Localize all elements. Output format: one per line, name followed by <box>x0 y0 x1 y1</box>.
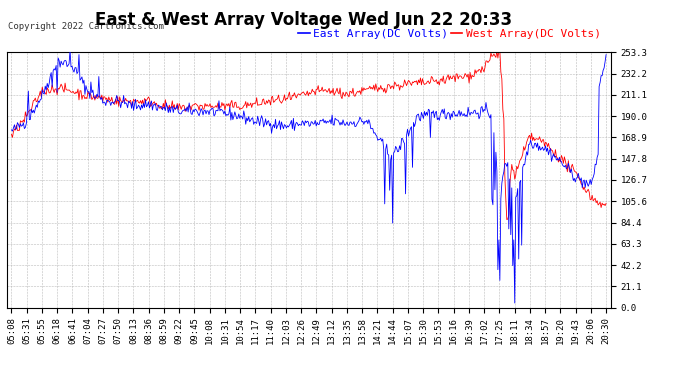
Legend: East Array(DC Volts), West Array(DC Volts): East Array(DC Volts), West Array(DC Volt… <box>294 25 605 44</box>
Text: Copyright 2022 Cartronics.com: Copyright 2022 Cartronics.com <box>8 22 164 31</box>
Text: East & West Array Voltage Wed Jun 22 20:33: East & West Array Voltage Wed Jun 22 20:… <box>95 11 512 29</box>
